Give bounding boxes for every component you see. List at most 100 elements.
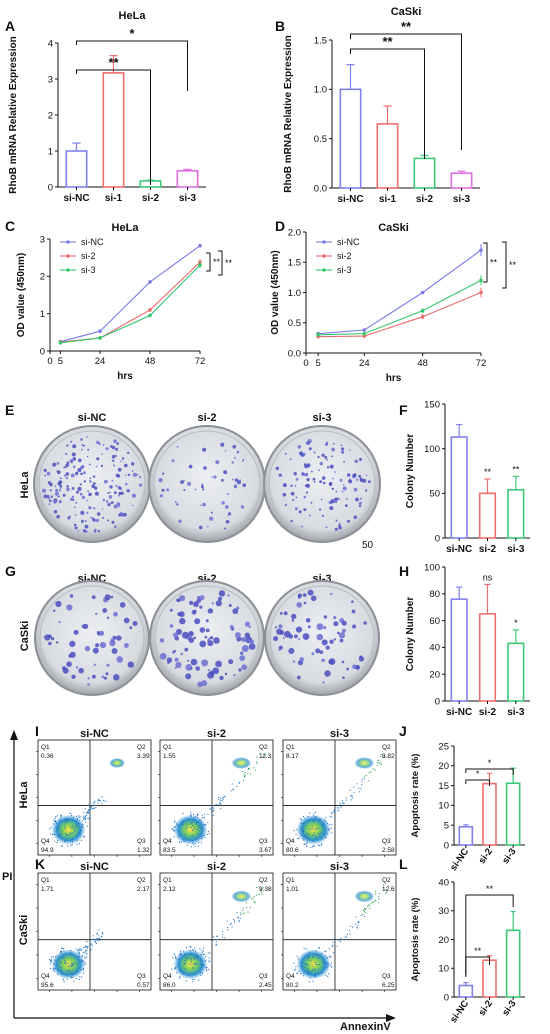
y-tick-label: 60 [429, 616, 440, 627]
colony-dot [101, 675, 105, 679]
colony-dot [341, 628, 346, 633]
event-dot [82, 969, 85, 971]
event-dot [71, 819, 73, 821]
event-dot [327, 975, 329, 978]
y-tick-label: 15 [438, 781, 449, 792]
colony-dot [177, 612, 182, 616]
event-dot [312, 980, 314, 982]
legend-marker [66, 254, 70, 258]
event-dot [60, 820, 63, 822]
event-dot [68, 965, 70, 968]
event-dot [313, 819, 315, 821]
colony-dot [67, 516, 71, 520]
colony-dot [59, 484, 63, 488]
event-dot [213, 936, 215, 938]
event-dot [253, 900, 255, 902]
event-dot [246, 906, 248, 909]
event-dot [318, 827, 320, 829]
y-tick-label: 40 [429, 643, 440, 654]
event-dot [80, 949, 82, 952]
quadrant-value-q4: 86.0 [163, 982, 176, 989]
colony-dot [94, 491, 99, 496]
colony-dot [181, 631, 189, 639]
colony-dot [178, 519, 182, 523]
event-dot [233, 918, 235, 920]
event-dot [190, 959, 192, 961]
colony-dot [43, 494, 48, 499]
colony-dot [316, 623, 324, 631]
event-dot [70, 812, 72, 815]
event-dot [382, 884, 385, 886]
colony-dot [123, 617, 130, 624]
colony-dot [321, 658, 325, 662]
event-dot [68, 834, 70, 836]
event-dot [303, 830, 305, 832]
event-dot [314, 967, 316, 970]
data-point-si-3 [362, 331, 367, 336]
event-dot [334, 810, 336, 812]
event-dot [66, 979, 68, 981]
event-dot [372, 768, 374, 770]
quadrant-name: Q1 [41, 744, 50, 751]
event-dot [202, 964, 204, 966]
colony-dot [73, 523, 77, 527]
event-dot [256, 762, 258, 764]
y-tick-label: 1 [48, 146, 53, 157]
bar-si-3 [176, 170, 199, 188]
event-dot [256, 761, 258, 763]
event-dot [301, 819, 303, 821]
category-label: si-NC [446, 544, 472, 555]
event-dot [244, 775, 247, 777]
event-dot [184, 840, 186, 842]
colony-dot [204, 635, 208, 639]
colony-dot [193, 636, 197, 640]
event-dot [193, 828, 195, 830]
colony-dot [63, 466, 65, 469]
event-dot [179, 976, 181, 978]
colony-dot [96, 440, 100, 445]
colony-dot [71, 487, 75, 490]
colony-dot [132, 472, 137, 477]
event-dot [97, 799, 100, 801]
event-dot [231, 783, 233, 785]
event-dot [345, 797, 347, 799]
colony-dot [179, 617, 186, 625]
colony-dot [282, 637, 285, 640]
event-dot [83, 816, 85, 819]
colony-dot [69, 651, 76, 658]
quadrant-name: Q1 [286, 744, 295, 751]
event-dot [242, 913, 244, 915]
category-label: si-2 [479, 707, 497, 718]
significance-label: * [488, 758, 492, 768]
quadrant-name: Q3 [382, 838, 391, 845]
colony-dot [296, 602, 303, 608]
colony-dot [341, 447, 345, 451]
colony-dot [338, 526, 342, 530]
event-dot [61, 947, 63, 949]
colony-dot [348, 479, 353, 484]
x-axis-label: hrs [386, 373, 402, 384]
event-dot [171, 828, 173, 830]
event-dot [377, 762, 379, 764]
event-dot [199, 972, 202, 974]
event-dot [330, 827, 332, 830]
colony-dot [78, 458, 82, 463]
event-dot [88, 804, 90, 806]
colony-dot [207, 611, 210, 614]
colony-dot [111, 445, 116, 450]
colony-dot [44, 474, 46, 477]
event-dot [307, 956, 309, 959]
flow-plot-title: si-3 [330, 728, 349, 740]
colony-dot [213, 637, 220, 644]
colony-dot [71, 674, 76, 679]
event-dot [184, 833, 186, 836]
bar-si-NC [450, 436, 468, 539]
event-dot [183, 840, 185, 842]
event-dot [226, 929, 228, 931]
colony-dot [278, 645, 283, 650]
y-tick-label: 1.5 [288, 258, 301, 269]
event-dot [307, 815, 309, 818]
event-dot [321, 961, 323, 963]
colony-dot [124, 482, 128, 486]
event-dot [314, 961, 316, 963]
